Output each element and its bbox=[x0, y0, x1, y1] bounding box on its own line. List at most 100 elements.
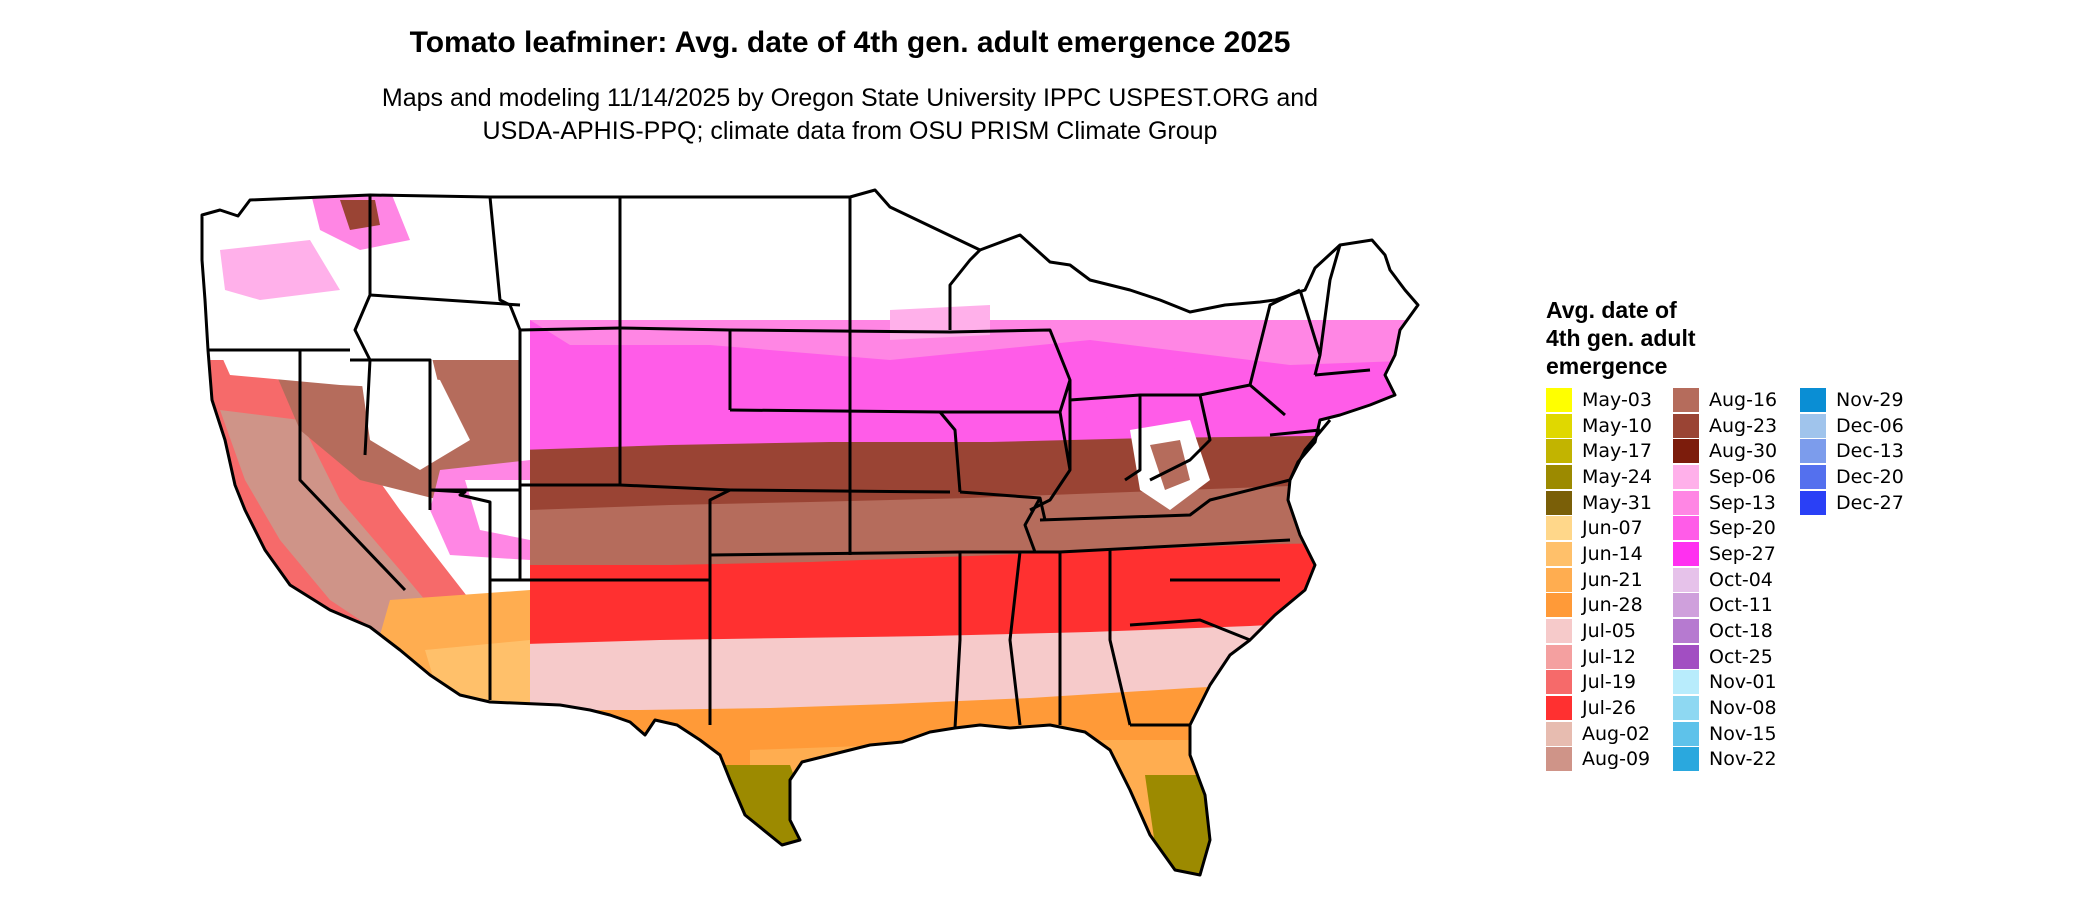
legend-item: Aug-09 bbox=[1546, 747, 1652, 773]
legend-label: Jun-14 bbox=[1582, 542, 1643, 565]
legend-item: May-17 bbox=[1546, 438, 1652, 464]
legend-swatch bbox=[1673, 387, 1699, 412]
legend-label: Aug-23 bbox=[1709, 414, 1778, 437]
legend-swatch bbox=[1546, 541, 1572, 566]
legend-item: May-31 bbox=[1546, 490, 1652, 516]
legend-label: May-31 bbox=[1582, 491, 1652, 514]
legend-swatch bbox=[1673, 516, 1699, 541]
legend-label: Sep-27 bbox=[1709, 542, 1776, 565]
legend-swatch bbox=[1546, 670, 1572, 695]
legend-swatch bbox=[1800, 439, 1826, 464]
legend-item: Aug-30 bbox=[1673, 438, 1777, 464]
legend-label: May-17 bbox=[1582, 440, 1652, 463]
legend-label: Jul-12 bbox=[1582, 645, 1636, 668]
legend-label: Sep-06 bbox=[1709, 465, 1776, 488]
legend-label: Dec-27 bbox=[1836, 491, 1904, 514]
legend-swatch bbox=[1546, 593, 1572, 618]
legend-item: Sep-27 bbox=[1673, 541, 1777, 567]
legend-item: Jul-12 bbox=[1546, 644, 1652, 670]
legend-label: Dec-13 bbox=[1836, 440, 1904, 463]
legend-item: Oct-11 bbox=[1673, 593, 1777, 619]
legend-column: Aug-16 Aug-23 Aug-30 Sep-06 Sep-13 Sep-20 Sep-… bbox=[1673, 387, 1777, 772]
legend-swatch bbox=[1546, 439, 1572, 464]
legend-swatch bbox=[1546, 567, 1572, 592]
legend-item: Oct-18 bbox=[1673, 618, 1777, 644]
legend-swatch bbox=[1546, 464, 1572, 489]
legend-label: Jun-21 bbox=[1582, 568, 1643, 591]
legend-swatch bbox=[1673, 670, 1699, 695]
legend-swatch bbox=[1673, 644, 1699, 669]
legend-item: Sep-20 bbox=[1673, 515, 1777, 541]
legend-item: Jul-05 bbox=[1546, 618, 1652, 644]
legend-swatch bbox=[1673, 464, 1699, 489]
subtitle-line-2: USDA-APHIS-PPQ; climate data from OSU PR… bbox=[482, 117, 1218, 145]
legend-swatch bbox=[1546, 619, 1572, 644]
legend-swatch bbox=[1673, 490, 1699, 515]
legend-label: Dec-06 bbox=[1836, 414, 1904, 437]
legend-swatch bbox=[1673, 696, 1699, 721]
legend-label: Jul-26 bbox=[1582, 697, 1636, 720]
legend-swatch bbox=[1673, 619, 1699, 644]
legend-label: Oct-11 bbox=[1709, 594, 1773, 617]
legend-label: Jul-05 bbox=[1582, 620, 1636, 643]
map-subtitle: Maps and modeling 11/14/2025 by Oregon S… bbox=[0, 82, 1700, 148]
legend-swatch bbox=[1673, 541, 1699, 566]
legend-swatch bbox=[1546, 747, 1572, 772]
legend-item: Aug-02 bbox=[1546, 721, 1652, 747]
legend-item: May-03 bbox=[1546, 387, 1652, 413]
legend-swatch bbox=[1800, 490, 1826, 515]
legend-label: Nov-22 bbox=[1709, 748, 1777, 771]
legend-label: Nov-29 bbox=[1836, 388, 1904, 411]
legend-label: May-03 bbox=[1582, 388, 1652, 411]
legend-swatch bbox=[1546, 387, 1572, 412]
legend-swatch bbox=[1800, 413, 1826, 438]
legend-column: May-03 May-10 May-17 May-24 May-31 Jun-07 Jun-… bbox=[1546, 387, 1652, 772]
state-borders bbox=[200, 188, 1420, 877]
legend-label: Jun-07 bbox=[1582, 517, 1643, 540]
legend-swatch bbox=[1673, 747, 1699, 772]
legend-item: Nov-01 bbox=[1673, 670, 1777, 696]
legend-swatch bbox=[1546, 644, 1572, 669]
legend-column: Nov-29 Dec-06 Dec-13 Dec-20 Dec-27 bbox=[1800, 387, 1904, 515]
legend-swatch bbox=[1546, 516, 1572, 541]
legend-label: Nov-01 bbox=[1709, 671, 1777, 694]
legend-label: Nov-08 bbox=[1709, 697, 1777, 720]
legend-label: May-10 bbox=[1582, 414, 1652, 437]
legend-item: Sep-13 bbox=[1673, 490, 1777, 516]
legend-label: Aug-09 bbox=[1582, 748, 1651, 771]
legend-label: Aug-30 bbox=[1709, 440, 1778, 463]
legend-item: Nov-08 bbox=[1673, 695, 1777, 721]
legend-item: Dec-20 bbox=[1800, 464, 1904, 490]
legend-title-line-1: Avg. date of bbox=[1546, 297, 1677, 323]
legend-swatch bbox=[1673, 413, 1699, 438]
legend-label: Oct-04 bbox=[1709, 568, 1773, 591]
legend-item: Nov-15 bbox=[1673, 721, 1777, 747]
legend-item: Aug-16 bbox=[1673, 387, 1777, 413]
legend-item: Dec-27 bbox=[1800, 490, 1904, 516]
legend-item: Jun-28 bbox=[1546, 593, 1652, 619]
legend-swatch bbox=[1546, 696, 1572, 721]
legend-label: Aug-16 bbox=[1709, 388, 1778, 411]
legend-item: Jul-26 bbox=[1546, 695, 1652, 721]
legend-title: Avg. date of 4th gen. adult emergence bbox=[1546, 296, 1796, 380]
legend-swatch bbox=[1673, 721, 1699, 746]
legend-item: Dec-13 bbox=[1800, 438, 1904, 464]
legend-swatch bbox=[1673, 439, 1699, 464]
legend-label: Nov-15 bbox=[1709, 722, 1777, 745]
subtitle-line-1: Maps and modeling 11/14/2025 by Oregon S… bbox=[381, 84, 1319, 112]
map-title: Tomato leafminer: Avg. date of 4th gen. … bbox=[409, 26, 1291, 59]
legend-label: Sep-20 bbox=[1709, 517, 1776, 540]
legend-swatch bbox=[1800, 464, 1826, 489]
legend-label: Jun-28 bbox=[1582, 594, 1643, 617]
legend-item: Jul-19 bbox=[1546, 670, 1652, 696]
legend-item: Jun-14 bbox=[1546, 541, 1652, 567]
legend-item: May-24 bbox=[1546, 464, 1652, 490]
legend-item: Jun-21 bbox=[1546, 567, 1652, 593]
legend-item: Nov-29 bbox=[1800, 387, 1904, 413]
legend-swatch bbox=[1546, 413, 1572, 438]
legend-item: Aug-23 bbox=[1673, 413, 1777, 439]
legend-swatch bbox=[1800, 387, 1826, 412]
legend-item: Nov-22 bbox=[1673, 747, 1777, 773]
legend-title-line-2: 4th gen. adult bbox=[1546, 325, 1696, 351]
legend-label: Oct-18 bbox=[1709, 620, 1773, 643]
